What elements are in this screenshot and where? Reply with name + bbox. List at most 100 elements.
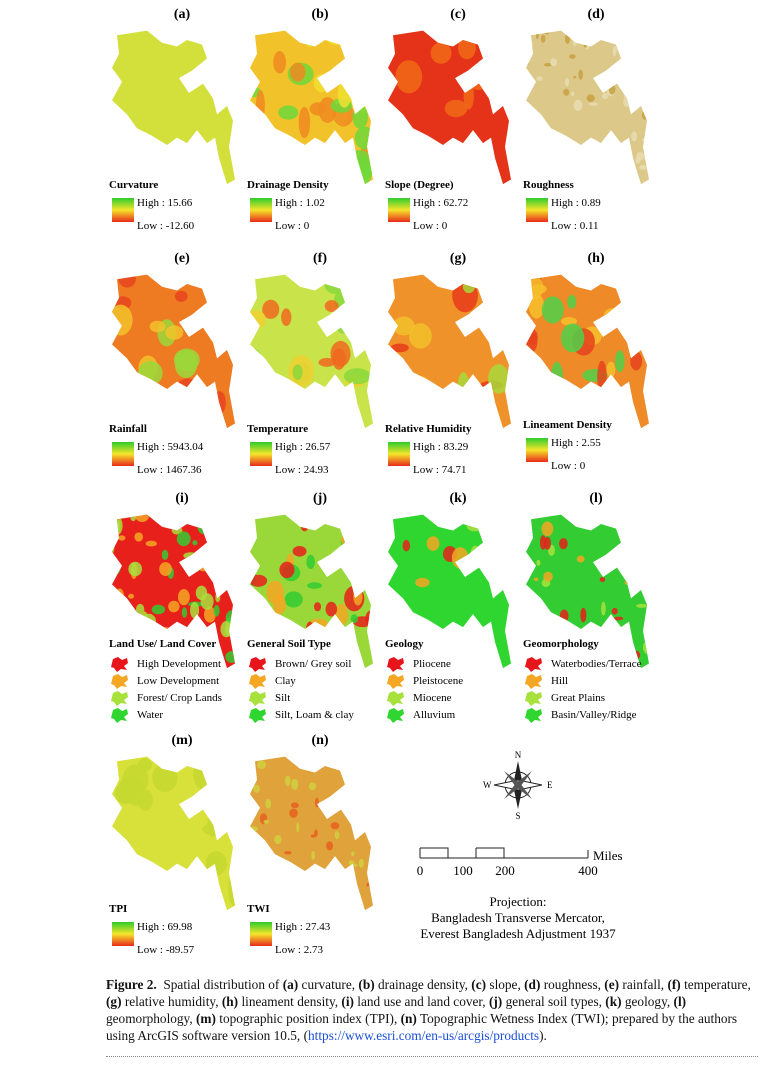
map-patch	[630, 351, 643, 371]
legend-ramp	[526, 438, 548, 462]
map-patch	[351, 772, 361, 782]
map-patch	[106, 595, 111, 607]
map-patch	[569, 54, 576, 59]
map-patch	[620, 551, 628, 560]
map-patch	[353, 587, 363, 606]
map-patch	[215, 592, 221, 603]
map-patch	[563, 88, 570, 96]
map-patch	[314, 797, 319, 808]
map-patch	[451, 547, 469, 569]
map-patch	[194, 562, 209, 568]
map-patch	[127, 783, 143, 806]
map-patch	[290, 802, 299, 809]
scale-unit: Miles	[593, 848, 623, 863]
map-patch	[334, 897, 341, 906]
map-patch	[600, 636, 606, 651]
map-patch	[479, 631, 494, 647]
map-patch	[274, 835, 282, 845]
map-patch	[152, 763, 178, 793]
caption-text: land use and land cover,	[357, 994, 486, 1009]
map-patch	[470, 545, 481, 565]
map-patch	[623, 97, 631, 107]
legend-title: Rainfall	[109, 423, 147, 435]
legend-high: High : 62.72	[413, 197, 468, 209]
map-patch	[352, 902, 359, 906]
map-patch	[371, 886, 373, 895]
map-patch	[160, 405, 182, 417]
map-patch	[296, 822, 300, 833]
map-patch	[112, 304, 133, 336]
map-patch	[277, 886, 285, 893]
map-patch	[344, 807, 351, 812]
map-patch	[255, 89, 265, 122]
map-patch	[274, 867, 280, 871]
map-patch	[189, 890, 205, 908]
legend-low: Low : 0	[551, 460, 586, 472]
map-patch	[629, 48, 638, 57]
caption-key: (e)	[604, 977, 620, 992]
panel: (m) TPI High : 69.98 Low : -89.57	[109, 733, 235, 956]
legend-title: Slope (Degree)	[385, 179, 454, 191]
panel: (c) Slope (Degree) High : 62.72 Low : 0	[385, 7, 511, 232]
map-patch	[351, 48, 368, 80]
map-patch	[313, 420, 328, 429]
map-patch	[526, 121, 530, 130]
map-patch	[526, 329, 538, 355]
legend-title: Geology	[385, 638, 424, 650]
panel: (e) Rainfall High : 5943.04 Low : 1467.36	[109, 251, 235, 476]
legend-low: Low : 0.11	[551, 220, 599, 232]
map-patch	[646, 56, 649, 63]
map-patch	[410, 375, 428, 385]
map-patch	[408, 323, 432, 349]
legend-title: General Soil Type	[247, 638, 331, 650]
map-patch	[332, 410, 352, 429]
map-patch	[365, 575, 373, 586]
map-patch	[195, 585, 208, 601]
map-patch	[335, 603, 348, 626]
map-patch	[415, 577, 430, 588]
map-patch	[181, 607, 188, 618]
map-patch	[112, 846, 124, 856]
map-patch	[452, 161, 478, 175]
map-patch	[313, 602, 322, 612]
map-patch	[128, 593, 135, 599]
map-patch	[217, 514, 225, 525]
map-patch	[474, 173, 493, 185]
map-patch	[159, 562, 172, 576]
map-patch	[540, 34, 546, 43]
panel: (j) General Soil Type Brown/ Grey soil Clay…	[247, 491, 373, 723]
legend-swatch	[525, 708, 542, 723]
map-patch	[536, 559, 541, 566]
map-patch	[250, 138, 263, 165]
map-patch	[330, 822, 340, 830]
map-patch	[503, 336, 511, 359]
map	[112, 756, 235, 911]
legend-item: Hill	[551, 675, 568, 687]
map-patch	[478, 313, 506, 336]
map-patch	[491, 522, 504, 543]
map	[388, 274, 511, 429]
map-patch	[559, 609, 569, 623]
caption-key: (f)	[667, 977, 681, 992]
legend-title: Roughness	[523, 179, 574, 191]
map-patch	[178, 514, 193, 523]
legend-title: Temperature	[247, 423, 308, 435]
map-patch	[250, 347, 263, 378]
panel: (i) Land Use/ Land Cover High Development L…	[105, 491, 235, 723]
map-patch	[586, 94, 595, 102]
projection: Everest Bangladesh Adjustment 1937	[420, 926, 616, 941]
map-patch	[219, 312, 235, 322]
map-patch	[642, 640, 649, 655]
map-patch	[567, 294, 577, 309]
map-patch	[105, 540, 110, 551]
caption-key: (j)	[488, 994, 503, 1009]
scale-line	[419, 847, 589, 859]
panel: (f) Temperature High : 26.57 Low : 24.93	[247, 251, 373, 476]
map-patch	[129, 514, 137, 522]
map-patch	[614, 350, 625, 373]
scale-tick: 200	[495, 863, 515, 878]
map-patch	[348, 769, 355, 778]
map-patch	[367, 812, 373, 817]
legend-ramp	[250, 442, 272, 466]
caption-link[interactable]: https://www.esri.com/en-us/arcgis/produc…	[308, 1028, 540, 1043]
